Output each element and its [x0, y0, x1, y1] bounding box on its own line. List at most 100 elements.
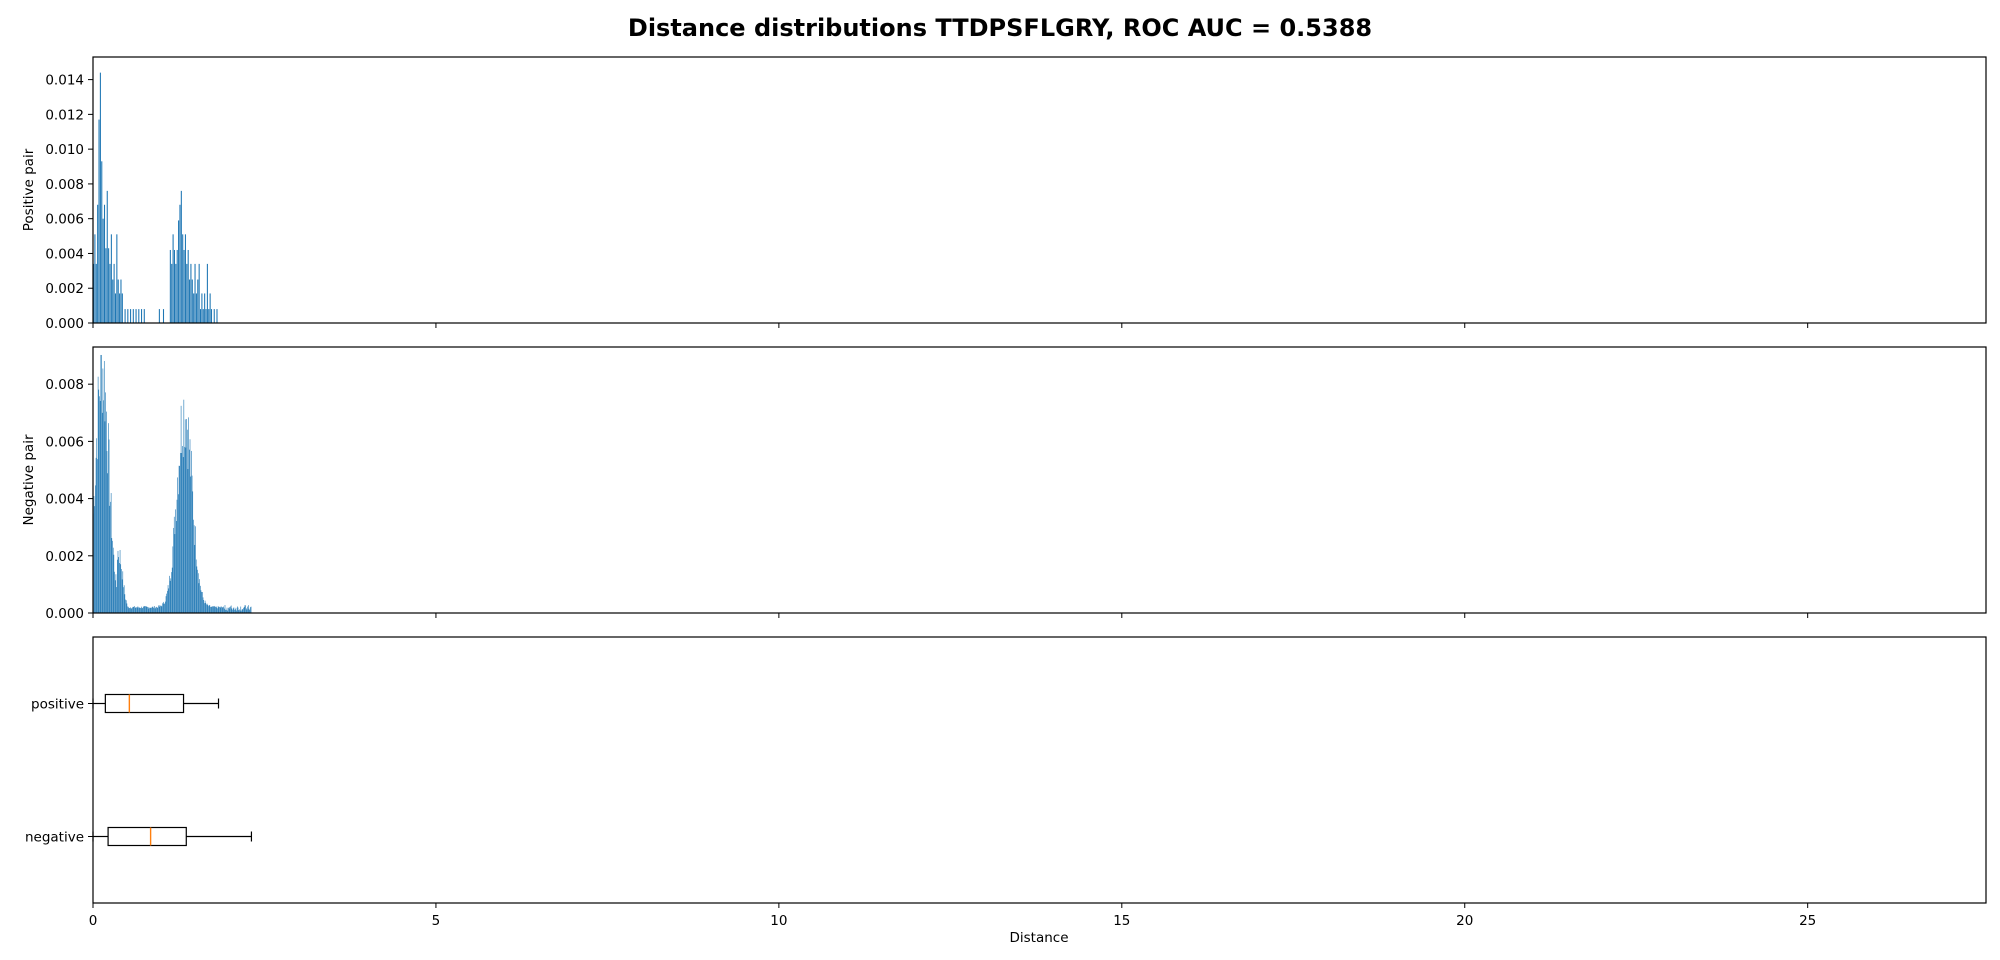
histogram-bar — [139, 607, 141, 613]
histogram-bar — [174, 534, 176, 613]
histogram-bar — [95, 263, 97, 323]
histogram-bar — [219, 606, 220, 613]
histogram-bar — [213, 309, 215, 323]
histogram-bar — [232, 609, 233, 613]
histogram-bar — [130, 608, 132, 613]
histogram-bar — [228, 608, 230, 613]
histogram-bar — [195, 526, 196, 613]
histogram-bar — [154, 606, 155, 613]
boxplot-x-ticks: 0 5 10 15 20 25 — [89, 903, 1816, 929]
histogram-bar — [193, 525, 195, 613]
histogram-bar — [98, 389, 100, 613]
histogram-bar — [193, 293, 195, 323]
box-negative — [107, 826, 187, 847]
boxplot-axes-frame — [92, 636, 1987, 904]
histogram-bar — [207, 605, 209, 613]
histogram-bar — [225, 609, 226, 613]
histogram-bar — [215, 606, 217, 613]
histogram-bar — [177, 477, 178, 613]
histogram-bar — [96, 438, 98, 613]
histogram-bar — [219, 607, 221, 613]
histogram-bar — [224, 605, 226, 613]
histogram-bar — [112, 540, 113, 613]
histogram-bar — [141, 608, 143, 613]
histogram-bar — [127, 309, 129, 323]
histogram-bar — [114, 571, 115, 613]
histogram-bar — [199, 309, 202, 323]
histogram-bar — [110, 234, 112, 323]
histogram-bar — [156, 606, 157, 613]
histogram-bar — [95, 485, 96, 613]
histogram-bar — [184, 234, 186, 323]
histogram-bar — [178, 465, 180, 613]
histogram-bar — [130, 309, 132, 323]
histogram-bar — [195, 293, 197, 323]
histogram-bar — [167, 585, 169, 613]
histogram-bar — [210, 309, 213, 323]
histogram-bar — [216, 309, 218, 323]
histogram-bar — [175, 263, 177, 323]
histogram-bar — [189, 449, 190, 613]
negative-y-label: Negative pair — [21, 434, 37, 525]
histogram-bar — [178, 220, 180, 323]
histogram-bar — [221, 607, 223, 613]
histogram-bar — [186, 419, 187, 613]
histogram-bar — [189, 279, 191, 323]
histogram-bar — [190, 476, 191, 613]
histogram-bar — [102, 218, 104, 323]
histogram-bar — [128, 608, 130, 613]
histogram-bar — [209, 605, 211, 613]
y-tick-label: 0.004 — [45, 246, 84, 262]
histogram-bar — [200, 590, 202, 613]
histogram-bar — [173, 249, 176, 323]
histogram-bar — [147, 607, 149, 613]
histogram-bar — [196, 566, 198, 613]
histogram-bar — [160, 605, 161, 613]
histogram-bar — [105, 248, 107, 323]
histogram-bar — [143, 606, 144, 613]
histogram-bar — [99, 396, 100, 613]
histogram-bar — [102, 368, 104, 613]
histogram-bar — [119, 293, 121, 323]
chart-title: Distance distributions TTDPSFLGRY, ROC A… — [628, 14, 1372, 42]
histogram-bar — [132, 607, 133, 613]
histogram-bar — [188, 417, 189, 613]
y-tick-label: 0.008 — [45, 377, 84, 393]
histogram-bar — [121, 293, 123, 323]
x-tick-label: 0 — [89, 913, 98, 929]
histogram-bar — [197, 279, 199, 323]
y-tick-label: 0.002 — [45, 549, 84, 565]
histogram-bar — [235, 607, 237, 613]
histogram-bar — [136, 607, 138, 613]
histogram-bar — [182, 457, 184, 613]
histogram-bar — [199, 579, 200, 613]
positive-bars — [93, 72, 218, 324]
histogram-bar — [248, 608, 250, 613]
histogram-bar — [179, 204, 181, 323]
histogram-bar — [216, 607, 218, 613]
histogram-bar — [213, 606, 214, 613]
histogram-bar — [113, 554, 115, 613]
histogram-bar — [176, 499, 178, 613]
histogram-bar — [117, 550, 119, 613]
histogram-bar — [203, 600, 205, 613]
histogram-bar — [167, 590, 168, 613]
histogram-bar — [118, 557, 119, 613]
histogram-bar — [98, 119, 100, 324]
histogram-bar — [97, 459, 98, 613]
histogram-bar — [195, 559, 197, 613]
histogram-bar — [226, 607, 228, 613]
histogram-bar — [165, 596, 167, 613]
histogram-bar — [95, 457, 97, 613]
histogram-bar — [166, 593, 167, 613]
histogram-bar — [123, 585, 125, 613]
histogram-bar — [198, 583, 200, 613]
histogram-bar — [211, 606, 213, 613]
category-label-negative: negative — [25, 830, 84, 846]
histogram-bar — [183, 399, 185, 613]
histogram-bar — [213, 607, 215, 613]
histogram-bar — [106, 190, 108, 323]
histogram-bar — [230, 605, 232, 613]
y-tick-label: 0.000 — [45, 606, 84, 622]
histogram-bar — [124, 309, 126, 323]
